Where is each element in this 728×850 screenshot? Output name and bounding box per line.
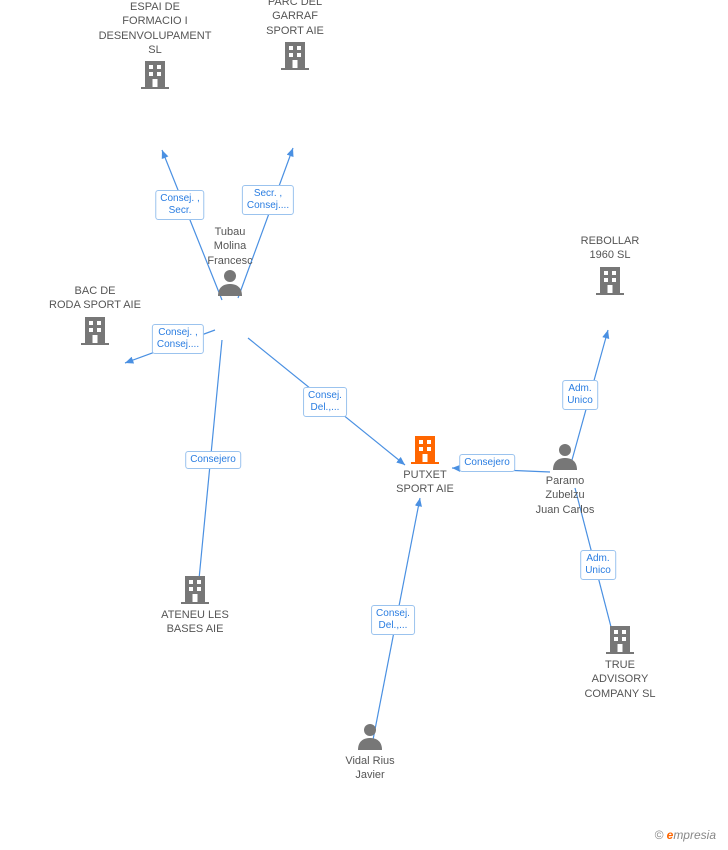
- person-icon: [216, 268, 244, 296]
- node-parc[interactable]: PARC DEL GARRAF SPORT AIE: [235, 0, 355, 74]
- node-label: ESPAI DE FORMACIO I DESENVOLUPAMENT SL: [95, 0, 215, 57]
- edge-label: Consejero: [459, 454, 515, 472]
- copyright-symbol: ©: [654, 828, 663, 842]
- node-vidal[interactable]: Vidal Rius Javier: [310, 722, 430, 783]
- node-label: Paramo Zubelzu Juan Carlos: [505, 474, 625, 517]
- person-icon: [356, 722, 384, 750]
- building-icon: [139, 57, 171, 89]
- node-label: ATENEU LES BASES AIE: [135, 608, 255, 637]
- edge-label: Consej. , Consej....: [152, 324, 204, 354]
- node-label: Tubau Molina Francesc: [170, 225, 290, 268]
- building-icon: [79, 313, 111, 345]
- node-trueadv[interactable]: TRUE ADVISORY COMPANY SL: [560, 622, 680, 701]
- edge-label: Adm. Unico: [580, 550, 616, 580]
- node-label: REBOLLAR 1960 SL: [550, 234, 670, 263]
- building-icon: [279, 38, 311, 70]
- node-paramo[interactable]: Paramo Zubelzu Juan Carlos: [505, 442, 625, 517]
- node-espai[interactable]: ESPAI DE FORMACIO I DESENVOLUPAMENT SL: [95, 0, 215, 93]
- node-bac[interactable]: BAC DE RODA SPORT AIE: [35, 284, 155, 349]
- building-icon: [179, 572, 211, 604]
- node-label: PARC DEL GARRAF SPORT AIE: [235, 0, 355, 38]
- person-icon: [551, 442, 579, 470]
- node-tubau[interactable]: Tubau Molina Francesc: [170, 225, 290, 300]
- footer-logo: © empresia: [654, 828, 716, 842]
- brand-name: mpresia: [673, 828, 716, 842]
- building-icon: [409, 432, 441, 464]
- edge-label: Adm. Unico: [562, 380, 598, 410]
- node-rebollar[interactable]: REBOLLAR 1960 SL: [550, 234, 670, 299]
- edge-label: Consej. Del.,...: [371, 605, 415, 635]
- node-label: Vidal Rius Javier: [310, 754, 430, 783]
- edge-label: Secr. , Consej....: [242, 185, 294, 215]
- node-ateneu[interactable]: ATENEU LES BASES AIE: [135, 572, 255, 637]
- edge-line: [197, 340, 222, 600]
- building-icon: [604, 622, 636, 654]
- node-label: PUTXET SPORT AIE: [365, 468, 485, 497]
- building-icon: [594, 263, 626, 295]
- node-label: TRUE ADVISORY COMPANY SL: [560, 658, 680, 701]
- edge-label: Consejero: [185, 451, 241, 469]
- node-label: BAC DE RODA SPORT AIE: [35, 284, 155, 313]
- edge-label: Consej. Del.,...: [303, 387, 347, 417]
- edge-label: Consej. , Secr.: [155, 190, 204, 220]
